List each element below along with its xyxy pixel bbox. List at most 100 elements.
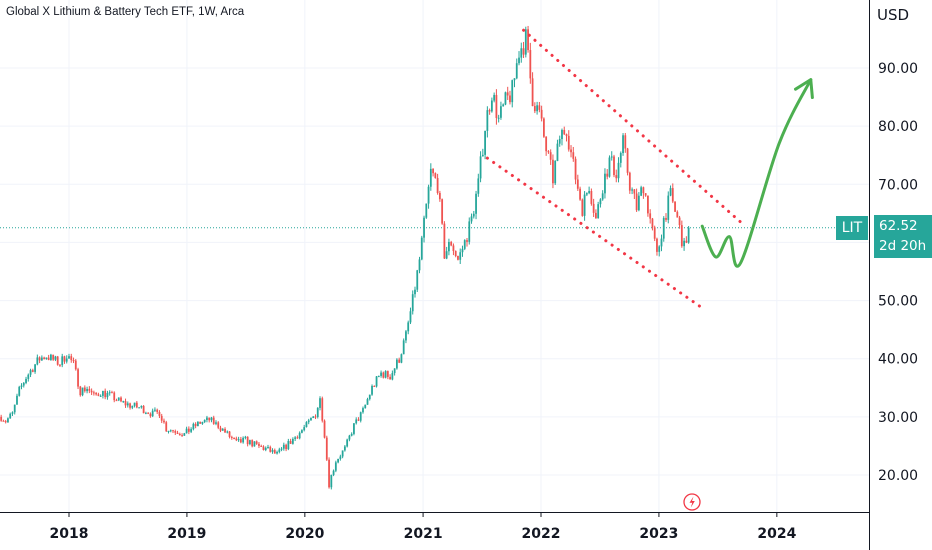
candle-body (477, 178, 480, 194)
candle-body (201, 421, 204, 424)
candle-body (122, 401, 125, 403)
candle-body (420, 237, 423, 260)
candle-body (29, 370, 32, 375)
candle-body (371, 385, 373, 395)
candle-body (25, 378, 27, 383)
candle-body (0, 416, 3, 421)
candlestick-series (0, 25, 690, 490)
candle-body (169, 430, 172, 432)
price-tick-label: 20.00 (878, 468, 918, 484)
price-tick-label: 70.00 (878, 177, 918, 193)
candle-body (463, 240, 466, 249)
candle-body (65, 358, 68, 362)
candle-body (54, 356, 57, 360)
candle-body (140, 406, 143, 408)
price-tick-label: 50.00 (878, 294, 918, 310)
candle-body (86, 388, 88, 392)
candle-body (531, 78, 534, 107)
candle-body (330, 474, 333, 488)
candle-body (34, 364, 36, 372)
candle-body (529, 50, 532, 79)
candle-body (497, 117, 500, 119)
candle-body (187, 428, 190, 432)
candle-body (314, 416, 317, 418)
candle-body (667, 195, 670, 220)
candle-body (131, 405, 134, 408)
projection-path (700, 78, 813, 268)
candle-body (72, 360, 75, 362)
candle-body (206, 417, 208, 420)
candle-body (90, 390, 93, 393)
candle-body (628, 172, 631, 191)
candle-body (81, 387, 84, 396)
candle-body (135, 402, 138, 408)
candle-body (595, 212, 597, 219)
candle-body (488, 110, 491, 112)
candle-body (43, 357, 46, 360)
candle-body (671, 188, 674, 202)
candle-body (375, 376, 378, 387)
candle-body (572, 152, 575, 159)
candle-body (597, 204, 600, 219)
candle-body (644, 193, 647, 196)
candle-body (74, 360, 77, 370)
candle-body (239, 439, 242, 443)
ticker-badge[interactable]: LIT (836, 216, 868, 240)
candle-body (312, 416, 315, 419)
candle-body (685, 240, 688, 243)
candle-body (457, 255, 459, 260)
candle-body (208, 417, 211, 421)
time-tick-label: 2024 (757, 526, 796, 542)
candle-body (676, 211, 679, 218)
candle-body (402, 340, 405, 355)
candle-body (120, 397, 122, 402)
candle-body (608, 157, 611, 177)
candle-body (622, 135, 624, 154)
candle-body (515, 63, 518, 79)
candle-body (536, 105, 539, 112)
candle-body (633, 189, 636, 194)
candle-body (386, 371, 389, 377)
candle-body (509, 95, 511, 103)
candle-body (246, 436, 249, 445)
candle-body (574, 158, 577, 180)
candle-body (423, 217, 425, 238)
candle-body (400, 354, 403, 363)
candle-body (678, 217, 681, 226)
candle-body (172, 430, 174, 432)
candle-body (289, 441, 292, 444)
candle-body (547, 151, 550, 153)
candle-body (418, 259, 421, 271)
candle-body (224, 428, 226, 433)
candle-body (158, 411, 161, 416)
candle-body (561, 129, 563, 140)
candle-body (319, 398, 321, 408)
candle-body (524, 29, 527, 55)
candle-body (624, 135, 627, 149)
candle-body (522, 48, 525, 55)
candle-body (647, 195, 649, 214)
candle-body (563, 129, 566, 135)
candle-body (27, 374, 30, 379)
candle-body (610, 156, 613, 158)
channel-trendline (485, 156, 702, 308)
candle-body (124, 401, 127, 406)
drawing-annotations[interactable] (485, 28, 814, 308)
candle-body (495, 94, 498, 118)
candle-body (129, 403, 131, 408)
candle-body (61, 356, 64, 366)
candle-body (301, 430, 303, 433)
candle-body (366, 399, 369, 405)
candle-body (339, 456, 342, 459)
candle-body (658, 246, 661, 252)
time-tick-label: 2018 (50, 526, 89, 542)
candle-body (588, 190, 591, 194)
candle-body (163, 420, 165, 423)
candle-body (337, 458, 340, 463)
candle-body (106, 392, 109, 398)
lightning-circle-icon[interactable] (683, 493, 701, 511)
candle-body (237, 439, 240, 441)
candle-body (108, 392, 111, 394)
candle-body (445, 251, 448, 259)
